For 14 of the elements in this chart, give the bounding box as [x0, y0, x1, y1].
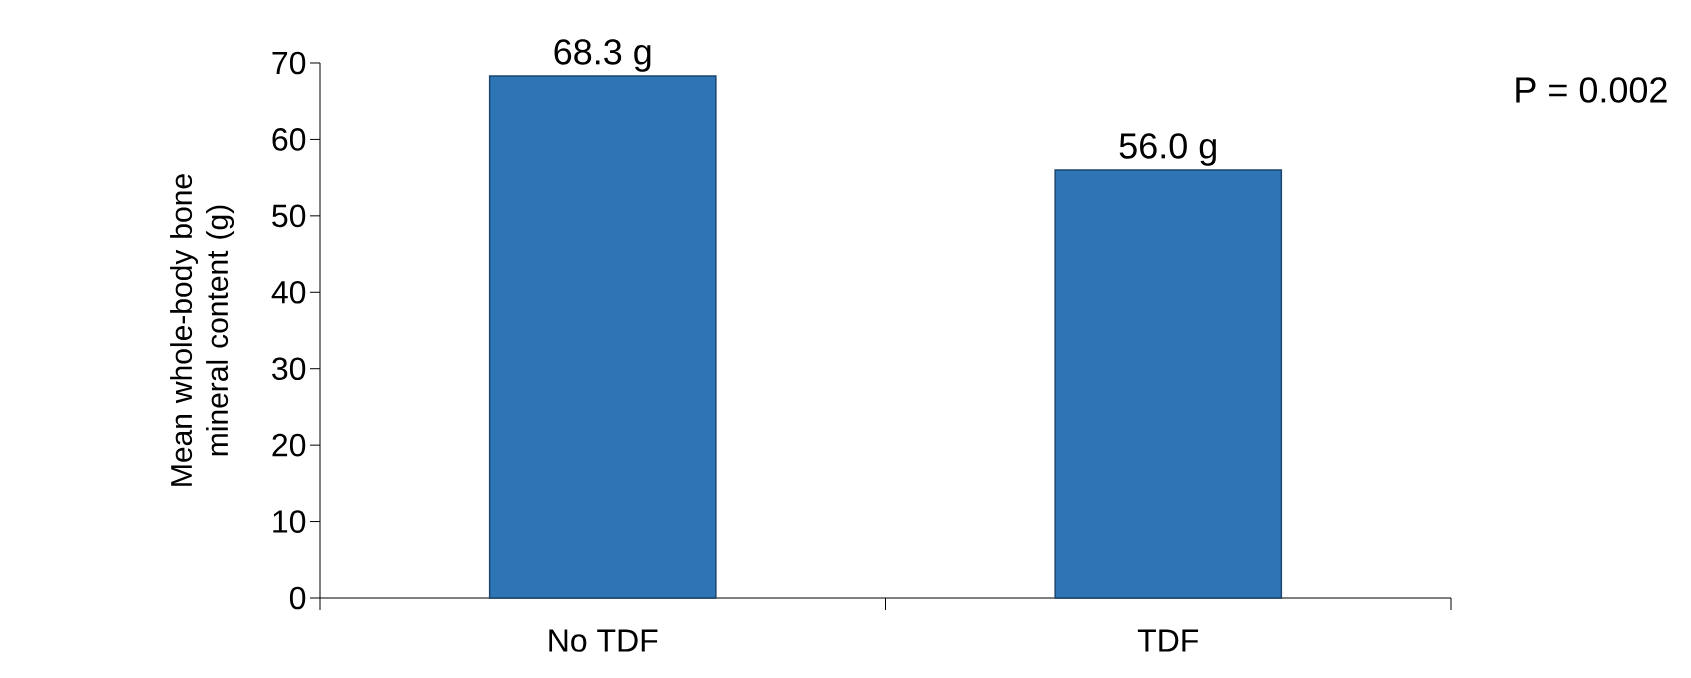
- y-tick-label: 60: [272, 128, 306, 151]
- y-tick-label: 20: [272, 433, 306, 457]
- x-tick-label: TDF: [1137, 629, 1199, 652]
- y-tick-label: 0: [289, 586, 306, 610]
- text: P = 0.002: [1516, 77, 1667, 103]
- y-tick-label: 10: [273, 510, 306, 533]
- data-label: 56.0 g: [1119, 133, 1216, 166]
- y-tick-label: 40: [271, 280, 306, 304]
- y-tick-label: 30: [272, 357, 306, 381]
- y-tick-label: 70: [272, 51, 306, 75]
- y-tick-label: 50: [272, 204, 306, 228]
- y-axis-title: Mean whole-body bone mineral content (g): [170, 174, 235, 486]
- data-label: 68.3 g: [554, 39, 651, 72]
- x-tick-label: No TDF: [549, 629, 658, 652]
